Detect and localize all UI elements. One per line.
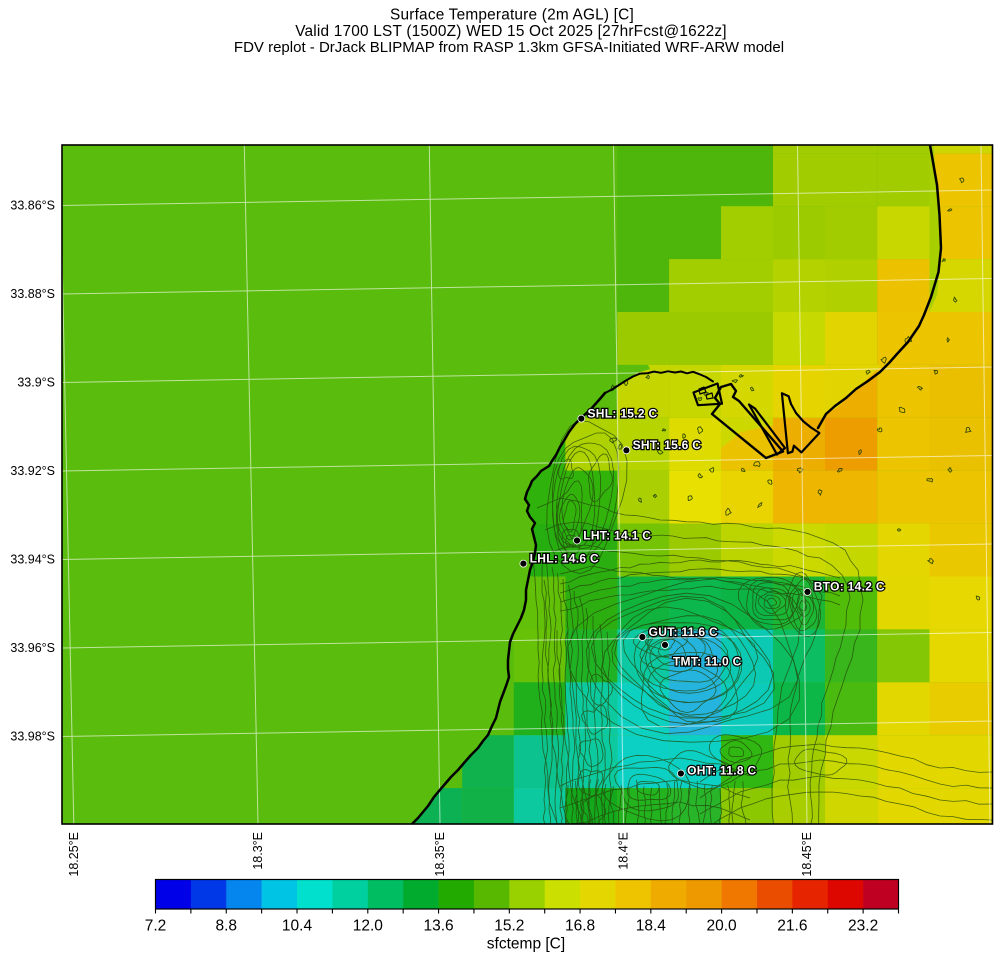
svg-text:18.4°E: 18.4°E — [617, 832, 631, 870]
svg-text:18.25°E: 18.25°E — [67, 832, 81, 877]
svg-text:Valid 1700 LST (1500Z) WED 15: Valid 1700 LST (1500Z) WED 15 Oct 2025 [… — [295, 23, 727, 40]
svg-text:FDV replot - DrJack BLIPMAP fr: FDV replot - DrJack BLIPMAP from RASP 1.… — [234, 39, 784, 56]
svg-text:33.86°S: 33.86°S — [10, 199, 55, 213]
svg-text:GUT: 11.6 C: GUT: 11.6 C — [649, 625, 718, 639]
svg-text:20.0: 20.0 — [707, 918, 738, 935]
svg-text:LHT: 14.1 C: LHT: 14.1 C — [583, 528, 651, 542]
svg-text:33.88°S: 33.88°S — [10, 287, 55, 301]
svg-text:13.6: 13.6 — [423, 918, 453, 935]
svg-text:sfctemp [C]: sfctemp [C] — [487, 936, 565, 953]
svg-text:8.8: 8.8 — [215, 918, 237, 935]
svg-text:18.45°E: 18.45°E — [800, 832, 814, 877]
svg-text:33.94°S: 33.94°S — [10, 553, 55, 567]
svg-text:21.6: 21.6 — [777, 918, 807, 935]
svg-text:15.2: 15.2 — [494, 918, 524, 935]
svg-text:33.92°S: 33.92°S — [10, 464, 55, 478]
svg-text:SHL: 15.2 C: SHL: 15.2 C — [588, 406, 658, 420]
svg-text:18.4: 18.4 — [636, 918, 667, 935]
svg-text:7.2: 7.2 — [145, 918, 167, 935]
svg-text:BTO: 14.2 C: BTO: 14.2 C — [814, 580, 885, 594]
svg-text:33.96°S: 33.96°S — [10, 641, 55, 655]
svg-text:18.35°E: 18.35°E — [433, 832, 447, 877]
svg-text:23.2: 23.2 — [848, 918, 878, 935]
svg-text:16.8: 16.8 — [565, 918, 595, 935]
svg-text:33.9°S: 33.9°S — [17, 376, 55, 390]
svg-text:Surface Temperature (2m AGL) [: Surface Temperature (2m AGL) [C] — [390, 7, 634, 24]
svg-text:12.0: 12.0 — [353, 918, 384, 935]
svg-text:SHT: 15.6 C: SHT: 15.6 C — [633, 438, 702, 452]
svg-text:33.98°S: 33.98°S — [10, 730, 55, 744]
svg-text:LHL: 14.6 C: LHL: 14.6 C — [530, 551, 599, 565]
svg-text:TMT: 11.0 C: TMT: 11.0 C — [673, 655, 742, 669]
svg-text:OHT: 11.8 C: OHT: 11.8 C — [687, 763, 756, 777]
svg-text:10.4: 10.4 — [282, 918, 313, 935]
svg-text:18.3°E: 18.3°E — [251, 832, 265, 870]
